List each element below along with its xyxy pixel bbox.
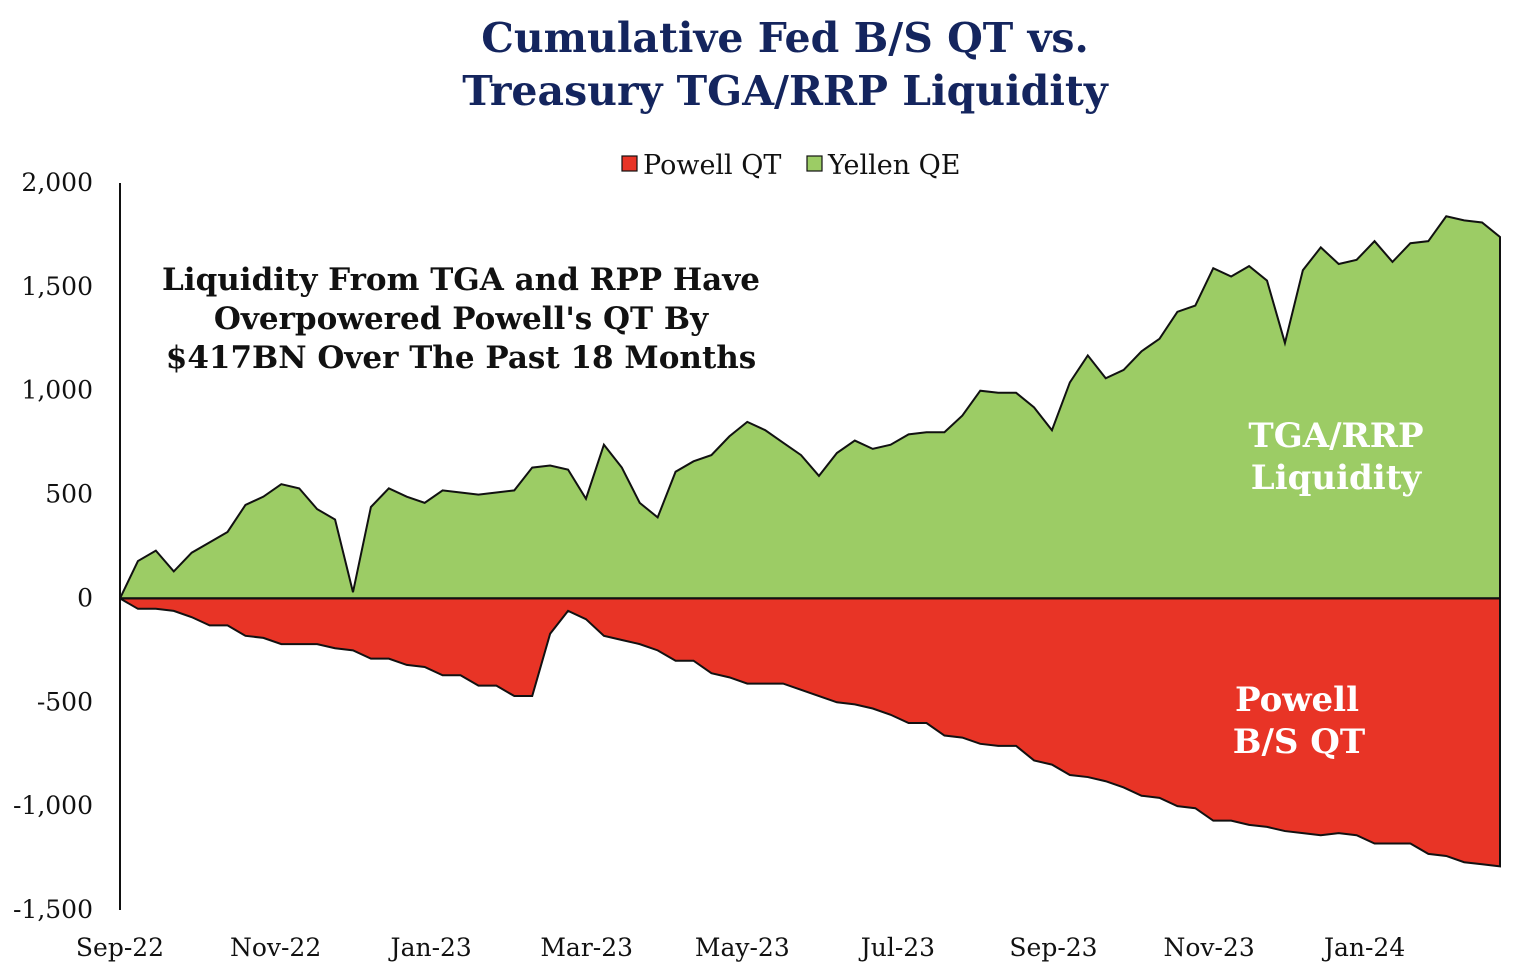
legend-label-yellen-qe: Yellen QE	[827, 150, 961, 181]
area-yellen-qe	[119, 215, 1501, 600]
y-tick-label: 1,000	[21, 376, 93, 405]
legend-label-powell-qt: Powell QT	[643, 150, 781, 181]
x-tick-label: Mar-23	[540, 933, 633, 962]
y-tick-label: 2,000	[21, 168, 93, 197]
chart-title-line-2: Treasury TGA/RRP Liquidity	[462, 67, 1109, 115]
legend-swatch-powell-qt	[621, 155, 638, 172]
chart-title-line-1: Cumulative Fed B/S QT vs.	[481, 14, 1089, 62]
qt-area-label-line-2: B/S QT	[1233, 722, 1365, 762]
y-tick-label: -500	[37, 687, 93, 716]
annotation-line-2: Overpowered Powell's QT By	[214, 301, 709, 337]
y-tick-label: 1,500	[21, 272, 93, 301]
y-tick-label: -1,500	[13, 895, 93, 924]
y-axis-ticks: 2,000 1,500 1,000 500 0 -500 -1,000 -1,500	[13, 168, 93, 924]
y-tick-label: 0	[77, 583, 93, 612]
x-tick-label: Nov-22	[230, 933, 321, 962]
x-tick-label: Jul-23	[858, 933, 935, 962]
x-axis-ticks: Sep-22 Nov-22 Jan-23 Mar-23 May-23 Jul-23 Sep-…	[76, 933, 1405, 962]
qt-area-label-line-1: Powell	[1235, 680, 1359, 720]
y-tick-label: 500	[45, 480, 93, 509]
annotation-line-1: Liquidity From TGA and RPP Have	[162, 262, 760, 298]
y-tick-label: -1,000	[13, 791, 93, 820]
legend-swatch-yellen-qe	[806, 155, 823, 172]
x-tick-label: Sep-22	[76, 933, 164, 962]
x-tick-label: May-23	[695, 933, 790, 962]
legend: Powell QT Yellen QE	[621, 150, 961, 181]
tga-area-label-line-2: Liquidity	[1251, 458, 1423, 498]
annotation-line-3: $417BN Over The Past 18 Months	[166, 340, 757, 376]
area-powell-qt	[119, 597, 1501, 868]
x-tick-label: Sep-23	[1009, 933, 1097, 962]
x-tick-label: Nov-23	[1163, 933, 1254, 962]
x-tick-label: Jan-23	[388, 933, 472, 962]
tga-area-label-line-1: TGA/RRP	[1248, 416, 1423, 456]
x-tick-label: Jan-24	[1321, 933, 1405, 962]
